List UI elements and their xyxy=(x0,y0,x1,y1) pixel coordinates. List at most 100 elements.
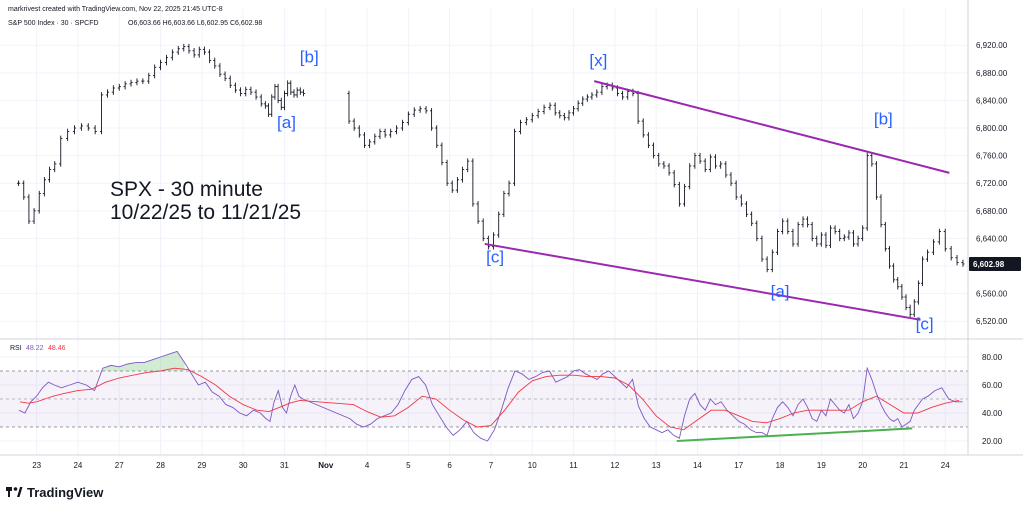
price-bar xyxy=(378,128,382,140)
price-bar xyxy=(491,232,496,250)
price-bar xyxy=(406,111,410,126)
price-tick-label: 6,920.00 xyxy=(976,41,1008,50)
time-tick-label: 5 xyxy=(406,461,411,470)
price-bar xyxy=(677,181,681,207)
price-bar xyxy=(105,89,110,98)
price-bar xyxy=(394,125,399,135)
channel-lines[interactable] xyxy=(484,80,950,442)
price-bar xyxy=(781,218,785,235)
price-bar xyxy=(176,45,180,55)
price-bar xyxy=(887,246,892,269)
price-bar xyxy=(512,128,517,186)
price-bar xyxy=(368,139,372,149)
price-bar xyxy=(688,163,692,190)
time-tick-label: 4 xyxy=(365,461,370,470)
price-bar xyxy=(153,64,157,79)
price-tick-label: 6,720.00 xyxy=(976,179,1008,188)
price-bar xyxy=(79,123,83,131)
header-attribution: markrivest created with TradingView.com,… xyxy=(8,6,223,13)
price-bar xyxy=(497,211,501,238)
time-tick-label: Nov xyxy=(318,461,334,470)
price-bar xyxy=(719,161,723,169)
header-symbol[interactable]: S&P 500 Index · 30 · SPCFD xyxy=(8,20,99,27)
price-bar xyxy=(815,235,819,247)
price-bar xyxy=(164,54,169,66)
price-bar xyxy=(282,90,287,111)
wave-labels: [b] [a] [c] [x] [b] [a] [c] xyxy=(277,47,934,333)
rsi-legend-label[interactable]: RSI xyxy=(10,345,22,352)
price-bar xyxy=(295,87,299,98)
price-bar xyxy=(667,163,671,176)
price-bar xyxy=(460,166,465,183)
price-bar xyxy=(819,232,823,247)
price-bar xyxy=(292,89,296,98)
price-bar xyxy=(259,94,263,107)
price-bar xyxy=(123,81,127,90)
last-price-tag-box xyxy=(969,256,1021,271)
price-bar xyxy=(937,228,941,245)
wave-label: [a] xyxy=(277,113,296,132)
price-bar xyxy=(263,101,267,109)
price-bar xyxy=(301,89,306,97)
price-bar xyxy=(347,90,351,124)
price-bar xyxy=(576,100,580,112)
price-bar xyxy=(47,166,52,183)
time-tick-label: 11 xyxy=(569,461,578,470)
time-tick-label: 21 xyxy=(899,461,908,470)
price-bar xyxy=(117,83,121,91)
wave-label: [c] xyxy=(916,314,934,333)
price-bar xyxy=(828,225,833,249)
price-bar xyxy=(429,108,434,131)
wave-label: [a] xyxy=(771,282,790,301)
price-bar xyxy=(883,221,887,252)
price-bar xyxy=(424,105,428,114)
time-tick-label: 13 xyxy=(652,461,661,470)
price-bar xyxy=(585,94,589,102)
price-bar xyxy=(286,80,290,97)
price-bar xyxy=(765,256,769,273)
time-tick-label: 31 xyxy=(280,461,289,470)
price-tick-label: 6,760.00 xyxy=(976,152,1008,161)
time-tick-label: 14 xyxy=(693,461,702,470)
price-bar xyxy=(228,75,232,89)
price-bar xyxy=(383,128,387,138)
price-bar xyxy=(708,154,712,173)
price-tick-label: 6,680.00 xyxy=(976,207,1008,216)
price-bar xyxy=(16,180,21,186)
price-bar xyxy=(698,152,702,164)
time-tick-label: 27 xyxy=(115,461,124,470)
time-tick-label: 6 xyxy=(447,461,452,470)
price-bar xyxy=(553,102,557,116)
tradingview-logo[interactable]: TradingView xyxy=(6,485,104,500)
time-tick-label: 7 xyxy=(489,461,494,470)
price-bar xyxy=(518,119,523,135)
price-bar xyxy=(486,235,490,250)
price-bar xyxy=(59,135,63,167)
price-bar xyxy=(27,194,31,224)
wave-label: [b] xyxy=(300,47,319,66)
price-bar xyxy=(729,172,733,186)
wave-label: [c] xyxy=(486,248,504,267)
price-bar xyxy=(72,125,77,135)
price-bar xyxy=(412,107,416,117)
price-bar xyxy=(600,83,604,95)
tradingview-logo-icon xyxy=(6,487,23,497)
price-bar xyxy=(507,180,511,197)
price-bar xyxy=(389,128,393,138)
price-tick-label: 6,800.00 xyxy=(976,124,1008,133)
price-bar xyxy=(357,125,361,138)
price-bar xyxy=(796,221,800,247)
price-bar xyxy=(93,125,97,135)
price-bar xyxy=(861,225,865,242)
time-tick-label: 24 xyxy=(73,461,82,470)
price-bar xyxy=(847,230,851,240)
price-bar xyxy=(900,283,904,300)
price-tick-label: 6,880.00 xyxy=(976,69,1008,78)
price-bar xyxy=(135,78,139,86)
rsi-line xyxy=(18,350,963,442)
price-bar xyxy=(158,59,163,71)
price-bar xyxy=(713,154,718,169)
rsi-ma-line xyxy=(20,367,960,431)
price-bar xyxy=(223,71,227,82)
price-bar xyxy=(851,230,856,247)
